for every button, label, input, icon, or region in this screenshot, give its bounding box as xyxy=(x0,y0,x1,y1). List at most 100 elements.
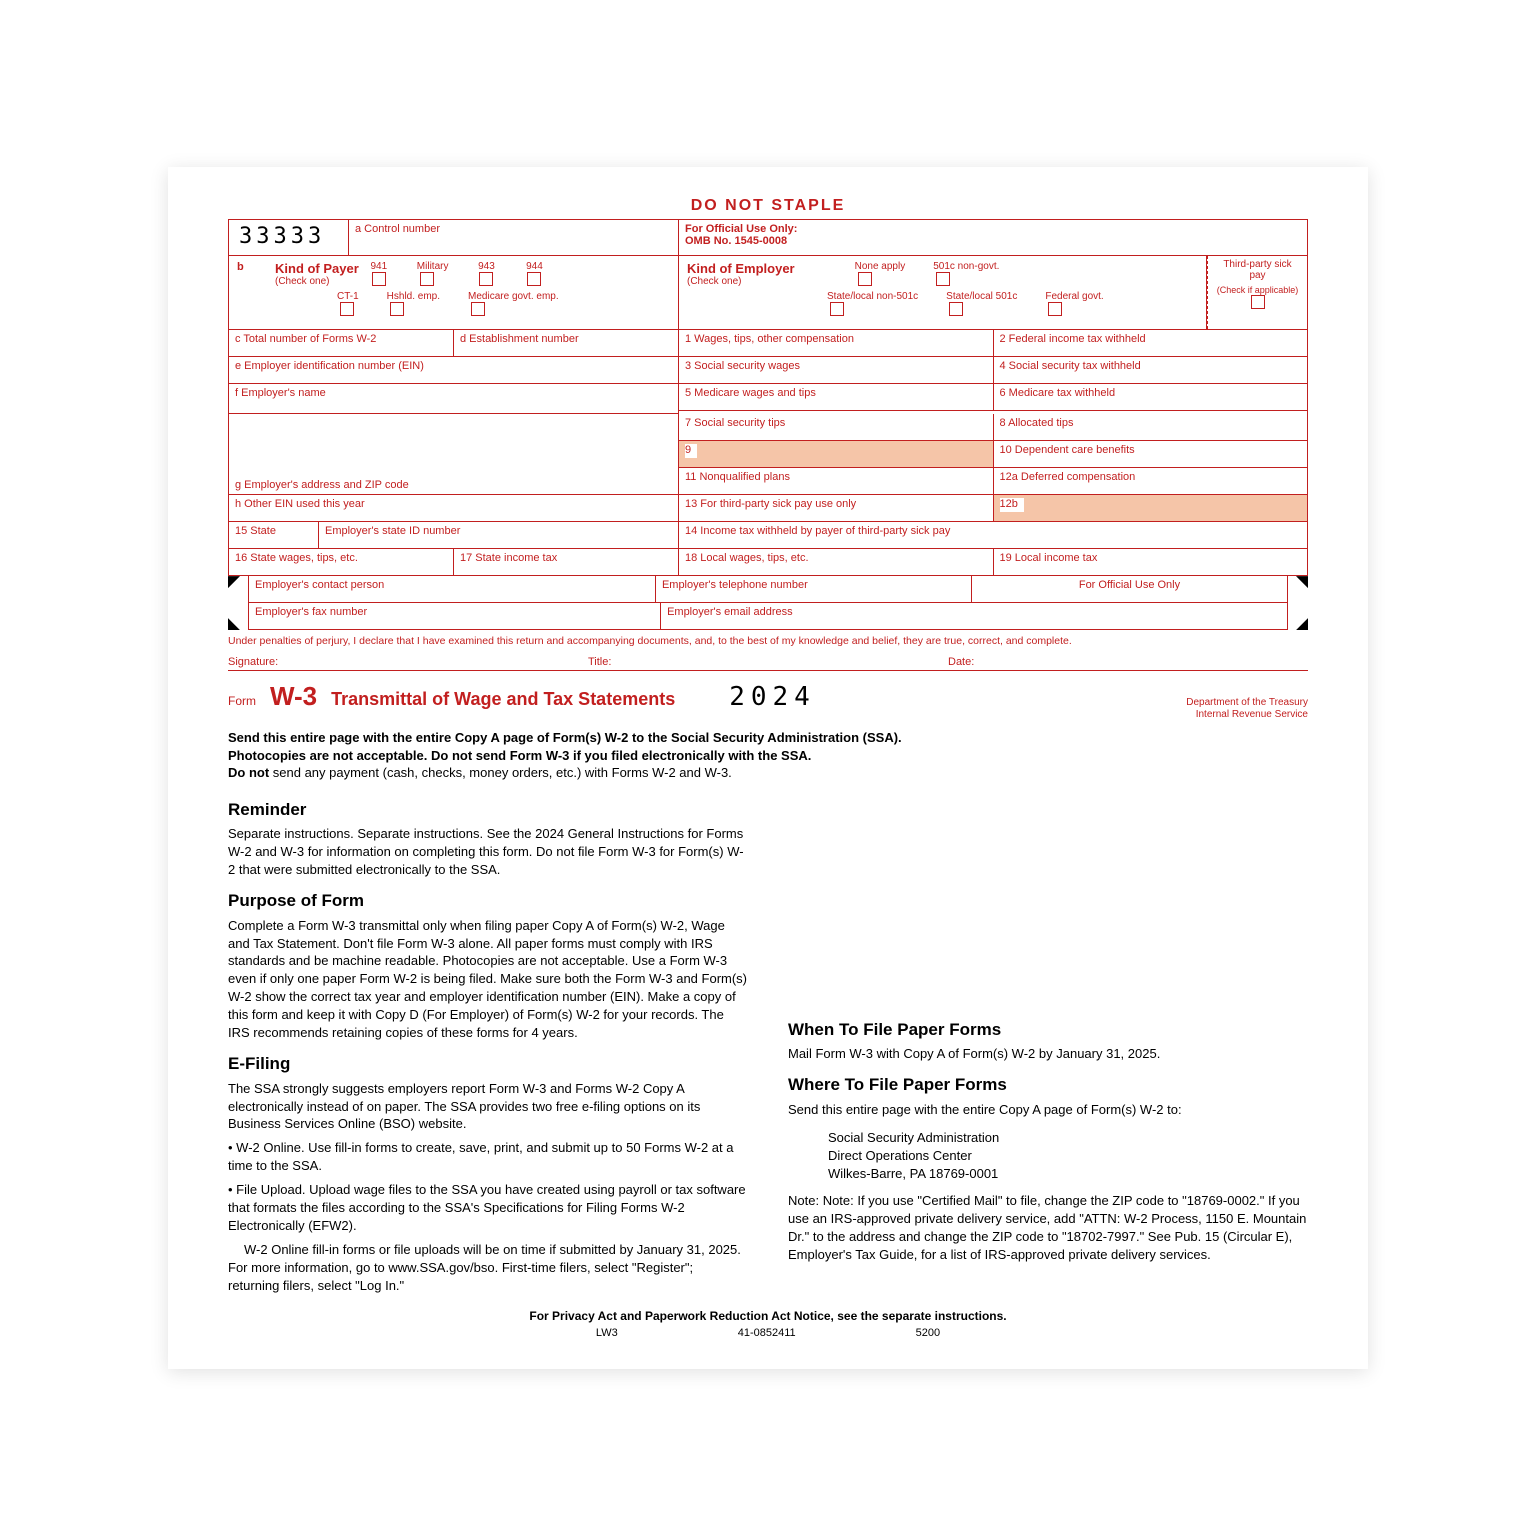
box-8: 8 Allocated tips xyxy=(994,414,1308,440)
checkbox-state-501c[interactable] xyxy=(949,302,963,316)
box-6: 6 Medicare tax withheld xyxy=(994,384,1308,410)
efiling-bullet2: Upload wage files to the SSA you have cr… xyxy=(228,1182,746,1233)
opt-state-non501c: State/local non-501c xyxy=(827,291,918,302)
box-10: 10 Dependent care benefits xyxy=(994,441,1308,467)
box-15: 15 State xyxy=(229,522,319,548)
efiling-bullet1-head: • W-2 Online. xyxy=(228,1140,305,1155)
opt-501c: 501c non-govt. xyxy=(933,261,999,272)
opt-943: 943 xyxy=(476,261,496,272)
checkbox-military[interactable] xyxy=(420,272,434,286)
box-14: 14 Income tax withheld by payer of third… xyxy=(679,522,1307,548)
intro-line3: send any payment (cash, checks, money or… xyxy=(269,765,732,780)
box-3: 3 Social security wages xyxy=(679,357,994,383)
efiling-bullet2-head: • File Upload. xyxy=(228,1182,306,1197)
box-contact: Employer's contact person xyxy=(249,576,656,602)
reminder-text: Separate instructions. Separate instruct… xyxy=(228,825,748,879)
form-grid: 33333 a Control number For Official Use … xyxy=(228,219,1308,576)
form-year: 2024 xyxy=(729,682,816,712)
box-c: c Total number of Forms W-2 xyxy=(229,330,454,356)
efiling-text4: W-2 Online fill-in forms or file uploads… xyxy=(228,1241,748,1295)
perjury-statement: Under penalties of perjury, I declare th… xyxy=(228,635,1308,648)
form-title: Transmittal of Wage and Tax Statements xyxy=(331,689,675,710)
box-h: h Other EIN used this year xyxy=(229,495,679,521)
checkbox-944[interactable] xyxy=(527,272,541,286)
address-line1: Social Security Administration xyxy=(828,1129,1308,1147)
opt-none-apply: None apply xyxy=(855,261,906,272)
box-15b: Employer's state ID number xyxy=(319,522,679,548)
form-number: W-3 xyxy=(270,681,317,712)
box-18: 18 Local wages, tips, etc. xyxy=(679,549,994,575)
box-1: 1 Wages, tips, other compensation xyxy=(679,330,994,356)
checkbox-943[interactable] xyxy=(479,272,493,286)
box-a-label: a Control number xyxy=(349,220,679,255)
title-label: Title: xyxy=(588,656,948,668)
signature-label: Signature: xyxy=(228,656,588,668)
box-g: g Employer's address and ZIP code xyxy=(229,468,679,494)
checkbox-state-non501c[interactable] xyxy=(830,302,844,316)
box-e: e Employer identification number (EIN) xyxy=(229,357,679,383)
box-13: 13 For third-party sick pay use only xyxy=(679,495,994,521)
box-11: 11 Nonqualified plans xyxy=(679,468,994,494)
box-phone: Employer's telephone number xyxy=(656,576,972,602)
opt-ct1: CT-1 xyxy=(337,291,359,302)
address-line2: Direct Operations Center xyxy=(828,1147,1308,1165)
check-one-payer: (Check one) xyxy=(275,276,359,287)
form-w3-page: DO NOT STAPLE 33333 a Control number For… xyxy=(168,167,1368,1369)
opt-military: Military xyxy=(417,261,449,272)
box-7: 7 Social security tips xyxy=(679,414,994,440)
privacy-notice: For Privacy Act and Paperwork Reduction … xyxy=(228,1309,1308,1323)
third-party-label: Third-party sick pay xyxy=(1214,259,1301,281)
checkbox-941[interactable] xyxy=(372,272,386,286)
footer-code-1: LW3 xyxy=(596,1327,618,1339)
box-f-space xyxy=(229,414,679,468)
box-12b: 12b xyxy=(1000,498,1024,512)
when-heading: When To File Paper Forms xyxy=(788,1018,1308,1041)
purpose-text: Complete a Form W-3 transmittal only whe… xyxy=(228,917,748,1043)
checkbox-501c[interactable] xyxy=(936,272,950,286)
official-use-only: For Official Use Only: xyxy=(685,223,797,235)
checkbox-hshld[interactable] xyxy=(390,302,404,316)
checkbox-ct1[interactable] xyxy=(340,302,354,316)
note-text: Note: If you use "Certified Mail" to fil… xyxy=(788,1193,1306,1262)
box-19: 19 Local income tax xyxy=(994,549,1308,575)
intro-line1: Send this entire page with the entire Co… xyxy=(228,729,1308,747)
dept-treasury: Department of the Treasury xyxy=(1186,697,1308,709)
box-official-only: For Official Use Only xyxy=(972,576,1287,602)
box-f: f Employer's name xyxy=(229,384,679,414)
box-fax: Employer's fax number xyxy=(249,603,661,629)
opt-941: 941 xyxy=(369,261,389,272)
date-label: Date: xyxy=(948,656,1308,668)
where-text: Send this entire page with the entire Co… xyxy=(788,1101,1308,1119)
efiling-text1: The SSA strongly suggests employers repo… xyxy=(228,1080,748,1134)
intro-line2: Photocopies are not acceptable. Do not s… xyxy=(228,747,1308,765)
box-17: 17 State income tax xyxy=(454,549,679,575)
form-word: Form xyxy=(228,694,256,708)
dept-irs: Internal Revenue Service xyxy=(1186,709,1308,721)
box-5: 5 Medicare wages and tips xyxy=(679,384,994,410)
checkbox-medicare-govt[interactable] xyxy=(471,302,485,316)
address-line3: Wilkes-Barre, PA 18769-0001 xyxy=(828,1165,1308,1183)
reminder-heading: Reminder xyxy=(228,798,748,821)
omb-number: OMB No. 1545-0008 xyxy=(685,235,787,247)
control-number-value: 33333 xyxy=(229,220,348,253)
box-16: 16 State wages, tips, etc. xyxy=(229,549,454,575)
do-not-staple: DO NOT STAPLE xyxy=(228,197,1308,215)
kind-of-payer-label: Kind of Payer xyxy=(275,261,359,276)
box-email: Employer's email address xyxy=(661,603,1287,629)
purpose-heading: Purpose of Form xyxy=(228,889,748,912)
box-2: 2 Federal income tax withheld xyxy=(994,330,1308,356)
opt-hshld: Hshld. emp. xyxy=(387,291,440,302)
opt-944: 944 xyxy=(524,261,544,272)
efiling-bullet1: Use fill-in forms to create, save, print… xyxy=(228,1140,734,1173)
checkbox-third-party[interactable] xyxy=(1251,295,1265,309)
when-text: Mail Form W-3 with Copy A of Form(s) W-2… xyxy=(788,1045,1308,1063)
checkbox-none-apply[interactable] xyxy=(858,272,872,286)
box-b-letter: b xyxy=(237,261,244,273)
opt-medicare-govt: Medicare govt. emp. xyxy=(468,291,559,302)
check-one-employer: (Check one) xyxy=(687,276,795,287)
intro-donot: Do not xyxy=(228,765,269,780)
footer-code-3: 5200 xyxy=(916,1327,940,1339)
checkbox-federal[interactable] xyxy=(1048,302,1062,316)
box-d: d Establishment number xyxy=(454,330,679,356)
opt-federal: Federal govt. xyxy=(1045,291,1103,302)
